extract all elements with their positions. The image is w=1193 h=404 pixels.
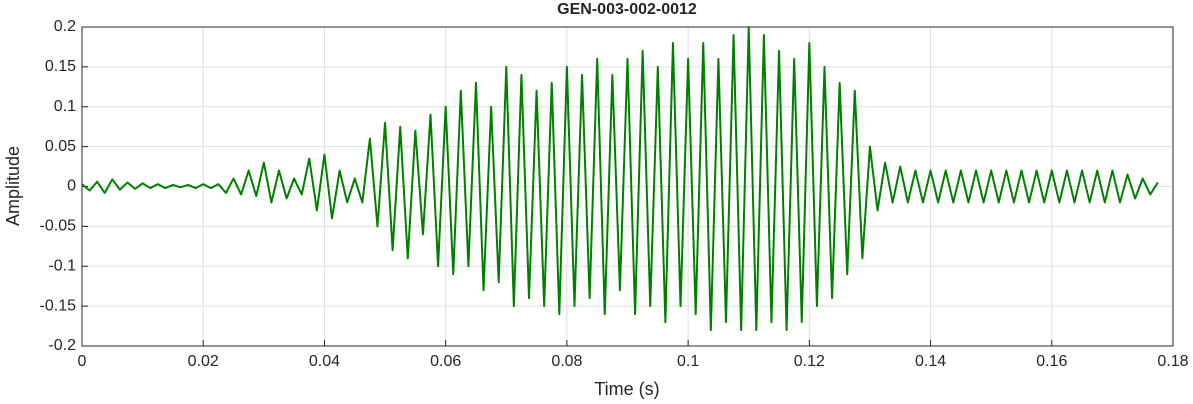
x-tick-label: 0.12	[794, 353, 825, 370]
x-tick-label: 0.1	[677, 353, 699, 370]
y-tick-label: -0.1	[48, 257, 76, 274]
waveform-line	[81, 26, 1159, 332]
y-tick-label: 0.2	[54, 18, 76, 35]
x-tick-label: 0.16	[1036, 353, 1067, 370]
chart-title: GEN-003-002-0012	[557, 1, 697, 18]
y-tick-label: 0	[67, 178, 76, 195]
y-tick-label: -0.2	[48, 337, 76, 354]
x-tick-label: 0.14	[915, 353, 946, 370]
y-tick-label: -0.15	[40, 297, 77, 314]
y-tick-label: 0.05	[45, 138, 76, 155]
x-tick-label: 0.06	[430, 353, 461, 370]
x-tick-label: 0	[78, 353, 87, 370]
y-axis-label: Amplitude	[3, 146, 23, 226]
y-tick-label: -0.05	[40, 218, 77, 235]
y-tick-label: 0.15	[45, 58, 76, 75]
x-axis-label: Time (s)	[594, 379, 659, 399]
y-tick-label: 0.1	[54, 98, 76, 115]
x-tick-label: 0.02	[188, 353, 219, 370]
x-tick-label: 0.04	[309, 353, 340, 370]
plot-frame	[81, 26, 1174, 347]
x-tick-label: 0.08	[551, 353, 582, 370]
x-tick-label: 0.18	[1157, 353, 1188, 370]
